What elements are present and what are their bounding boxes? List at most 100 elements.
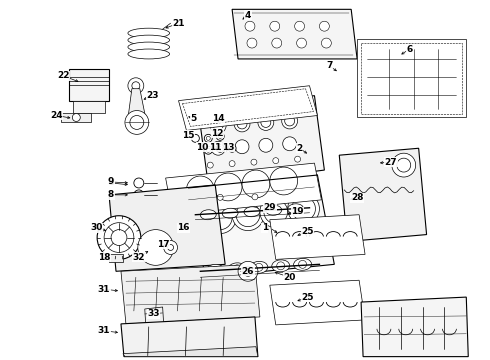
Text: 11: 11 — [209, 143, 221, 152]
Text: 28: 28 — [351, 193, 364, 202]
Circle shape — [251, 159, 257, 165]
Polygon shape — [123, 347, 258, 357]
Text: 31: 31 — [98, 326, 110, 335]
Text: 20: 20 — [284, 273, 296, 282]
Circle shape — [238, 261, 258, 281]
Text: 27: 27 — [385, 158, 397, 167]
Circle shape — [138, 230, 173, 265]
Ellipse shape — [128, 35, 170, 45]
Circle shape — [216, 144, 224, 152]
Text: 10: 10 — [196, 143, 209, 152]
Circle shape — [125, 111, 149, 134]
Circle shape — [232, 199, 264, 231]
Circle shape — [207, 162, 213, 168]
Circle shape — [392, 153, 416, 177]
Ellipse shape — [294, 258, 312, 270]
Polygon shape — [74, 100, 105, 113]
Text: 15: 15 — [182, 131, 195, 140]
Text: 5: 5 — [190, 114, 196, 123]
Circle shape — [97, 216, 141, 260]
Polygon shape — [121, 264, 260, 324]
Text: 24: 24 — [50, 111, 63, 120]
Circle shape — [182, 195, 189, 201]
Circle shape — [258, 114, 274, 130]
Circle shape — [298, 260, 307, 268]
Text: 6: 6 — [407, 45, 413, 54]
Circle shape — [255, 264, 263, 271]
Circle shape — [283, 137, 296, 151]
Circle shape — [218, 146, 222, 150]
Text: 9: 9 — [108, 177, 114, 186]
Circle shape — [73, 113, 80, 121]
Circle shape — [128, 78, 144, 94]
Ellipse shape — [128, 28, 170, 38]
Circle shape — [204, 146, 212, 154]
Polygon shape — [361, 297, 468, 357]
Circle shape — [252, 194, 258, 200]
Circle shape — [245, 21, 255, 31]
Polygon shape — [109, 185, 225, 271]
Circle shape — [273, 158, 279, 164]
Circle shape — [233, 265, 241, 273]
Circle shape — [235, 140, 249, 154]
Circle shape — [237, 119, 247, 129]
Polygon shape — [198, 96, 324, 185]
Text: 31: 31 — [98, 285, 110, 294]
Circle shape — [192, 134, 199, 142]
Circle shape — [214, 173, 242, 201]
Polygon shape — [145, 307, 164, 326]
Circle shape — [292, 197, 316, 221]
Text: 19: 19 — [291, 207, 304, 216]
Text: 12: 12 — [211, 129, 223, 138]
Text: 4: 4 — [245, 11, 251, 20]
Bar — [61, 113, 91, 122]
Text: 13: 13 — [222, 143, 234, 152]
Circle shape — [216, 132, 224, 140]
Text: 14: 14 — [212, 114, 224, 123]
Circle shape — [242, 170, 270, 198]
Circle shape — [206, 136, 210, 140]
Polygon shape — [70, 69, 109, 100]
Polygon shape — [232, 9, 357, 59]
Circle shape — [228, 144, 236, 152]
Circle shape — [282, 113, 297, 129]
Circle shape — [204, 202, 236, 234]
Circle shape — [260, 196, 292, 228]
Ellipse shape — [206, 264, 224, 276]
Circle shape — [285, 116, 294, 126]
Ellipse shape — [250, 261, 268, 273]
Ellipse shape — [200, 210, 216, 220]
Circle shape — [164, 240, 177, 255]
Circle shape — [261, 117, 271, 127]
Text: 25: 25 — [301, 227, 314, 236]
Text: 3: 3 — [108, 179, 114, 188]
Text: 17: 17 — [157, 240, 170, 249]
Text: 7: 7 — [326, 62, 333, 71]
Ellipse shape — [272, 260, 290, 272]
Circle shape — [229, 161, 235, 167]
Polygon shape — [189, 175, 334, 277]
Circle shape — [134, 178, 144, 188]
Circle shape — [210, 117, 226, 133]
Polygon shape — [270, 215, 365, 260]
Circle shape — [264, 200, 288, 224]
Circle shape — [146, 238, 166, 257]
Polygon shape — [339, 148, 427, 242]
Ellipse shape — [415, 60, 442, 98]
Ellipse shape — [128, 49, 170, 59]
Circle shape — [208, 206, 232, 230]
Circle shape — [187, 176, 214, 204]
Polygon shape — [128, 89, 146, 118]
Circle shape — [272, 38, 282, 48]
Circle shape — [270, 167, 297, 195]
Ellipse shape — [266, 205, 282, 215]
Circle shape — [243, 266, 253, 276]
Circle shape — [296, 38, 307, 48]
Ellipse shape — [222, 208, 238, 218]
Circle shape — [277, 262, 285, 270]
Text: 23: 23 — [147, 91, 159, 100]
Text: 8: 8 — [108, 190, 114, 199]
Circle shape — [321, 38, 331, 48]
Circle shape — [204, 134, 212, 142]
Ellipse shape — [228, 263, 246, 275]
